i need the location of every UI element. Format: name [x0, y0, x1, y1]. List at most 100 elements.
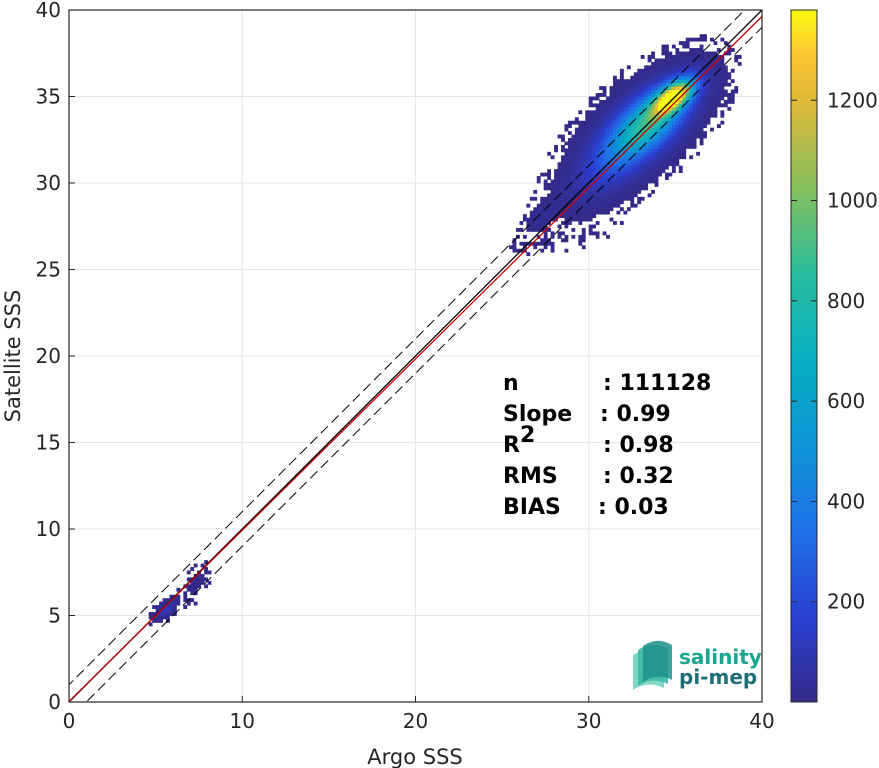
- density-cell: [626, 165, 631, 170]
- density-cell: [162, 598, 167, 603]
- density-cell: [710, 72, 714, 77]
- density-cell: [658, 169, 662, 174]
- density-cell: [730, 93, 735, 97]
- stat-label: Slope: [503, 402, 572, 427]
- density-cell: [664, 144, 669, 149]
- density-cell: [696, 82, 701, 87]
- density-cell: [716, 48, 721, 52]
- density-cell: [633, 89, 638, 94]
- density-cell: [696, 93, 701, 97]
- density-cell: [647, 86, 652, 90]
- density-cell: [186, 577, 191, 582]
- density-cell: [561, 200, 565, 205]
- density-cell: [682, 89, 687, 94]
- density-cell: [682, 127, 687, 132]
- density-cell: [696, 48, 701, 52]
- density-cell: [668, 86, 673, 90]
- density-cell: [547, 169, 552, 174]
- y-tick-label: 30: [36, 171, 61, 195]
- density-cell: [630, 189, 635, 194]
- density-cell: [654, 179, 659, 184]
- density-cell: [675, 99, 680, 104]
- density-cell: [647, 93, 652, 97]
- density-cell: [606, 158, 610, 163]
- density-cell: [703, 75, 707, 80]
- density-cell: [595, 169, 600, 174]
- density-cell: [193, 601, 198, 606]
- density-cell: [654, 134, 659, 139]
- density-cell: [197, 577, 202, 582]
- density-cell: [599, 165, 604, 170]
- density-cell: [619, 68, 624, 73]
- density-cell: [685, 144, 690, 149]
- density-cell: [606, 234, 610, 239]
- density-cell: [626, 138, 631, 142]
- density-cell: [557, 186, 562, 191]
- density-cell: [716, 96, 721, 101]
- density-cell: [685, 51, 690, 56]
- density-cell: [561, 214, 565, 218]
- density-cell: [692, 82, 697, 87]
- density-cell: [671, 155, 676, 160]
- density-cell: [682, 134, 687, 139]
- density-cell: [536, 176, 541, 180]
- density-cell: [623, 131, 628, 135]
- density-cell: [169, 601, 174, 606]
- density-cell: [682, 151, 687, 156]
- density-cell: [651, 61, 655, 66]
- density-cell: [592, 117, 597, 122]
- density-cell: [592, 189, 597, 194]
- density-cell: [685, 117, 690, 122]
- density-cell: [599, 117, 604, 122]
- density-cell: [689, 54, 694, 59]
- density-cell: [592, 165, 597, 170]
- density-cell: [644, 72, 649, 77]
- density-cell: [699, 106, 704, 111]
- density-cell: [561, 179, 565, 184]
- density-cell: [585, 127, 590, 132]
- density-cell: [585, 196, 590, 201]
- density-cell: [675, 72, 680, 77]
- density-cell: [547, 172, 552, 177]
- colorbar-tick-label: 800: [827, 289, 865, 313]
- density-cell: [602, 172, 607, 177]
- density-cell: [585, 110, 590, 115]
- density-cell: [619, 151, 624, 156]
- density-cell: [706, 117, 711, 122]
- density-cell: [564, 169, 569, 174]
- density-cell: [564, 165, 569, 170]
- density-cell: [200, 580, 205, 585]
- density-cell: [658, 82, 662, 87]
- density-cell: [685, 79, 690, 84]
- logo-text-pimep: pi-mep: [679, 665, 757, 689]
- density-cell: [696, 58, 701, 63]
- density-cell: [571, 186, 576, 191]
- density-cell: [647, 193, 652, 198]
- density-cell: [159, 605, 163, 609]
- density-cell: [581, 227, 586, 232]
- density-cell: [651, 127, 655, 132]
- density-cell: [623, 120, 628, 125]
- density-cell: [630, 86, 635, 90]
- density-cell: [613, 75, 617, 80]
- density-cell: [599, 120, 604, 125]
- density-cell: [658, 103, 662, 108]
- density-cell: [703, 96, 707, 101]
- density-cell: [664, 68, 669, 73]
- density-cell: [571, 134, 576, 139]
- density-cell: [661, 86, 666, 90]
- density-cell: [644, 162, 649, 167]
- density-cell: [557, 183, 562, 187]
- density-cell: [637, 103, 642, 108]
- density-cell: [619, 96, 624, 101]
- density-cell: [654, 158, 659, 163]
- density-cell: [647, 110, 652, 115]
- density-cell: [658, 120, 662, 125]
- density-cell: [606, 131, 610, 135]
- density-cell: [703, 51, 707, 56]
- density-cell: [685, 93, 690, 97]
- density-cell: [647, 138, 652, 142]
- density-cell: [550, 248, 555, 253]
- density-cell: [710, 68, 714, 73]
- density-cell: [689, 68, 694, 73]
